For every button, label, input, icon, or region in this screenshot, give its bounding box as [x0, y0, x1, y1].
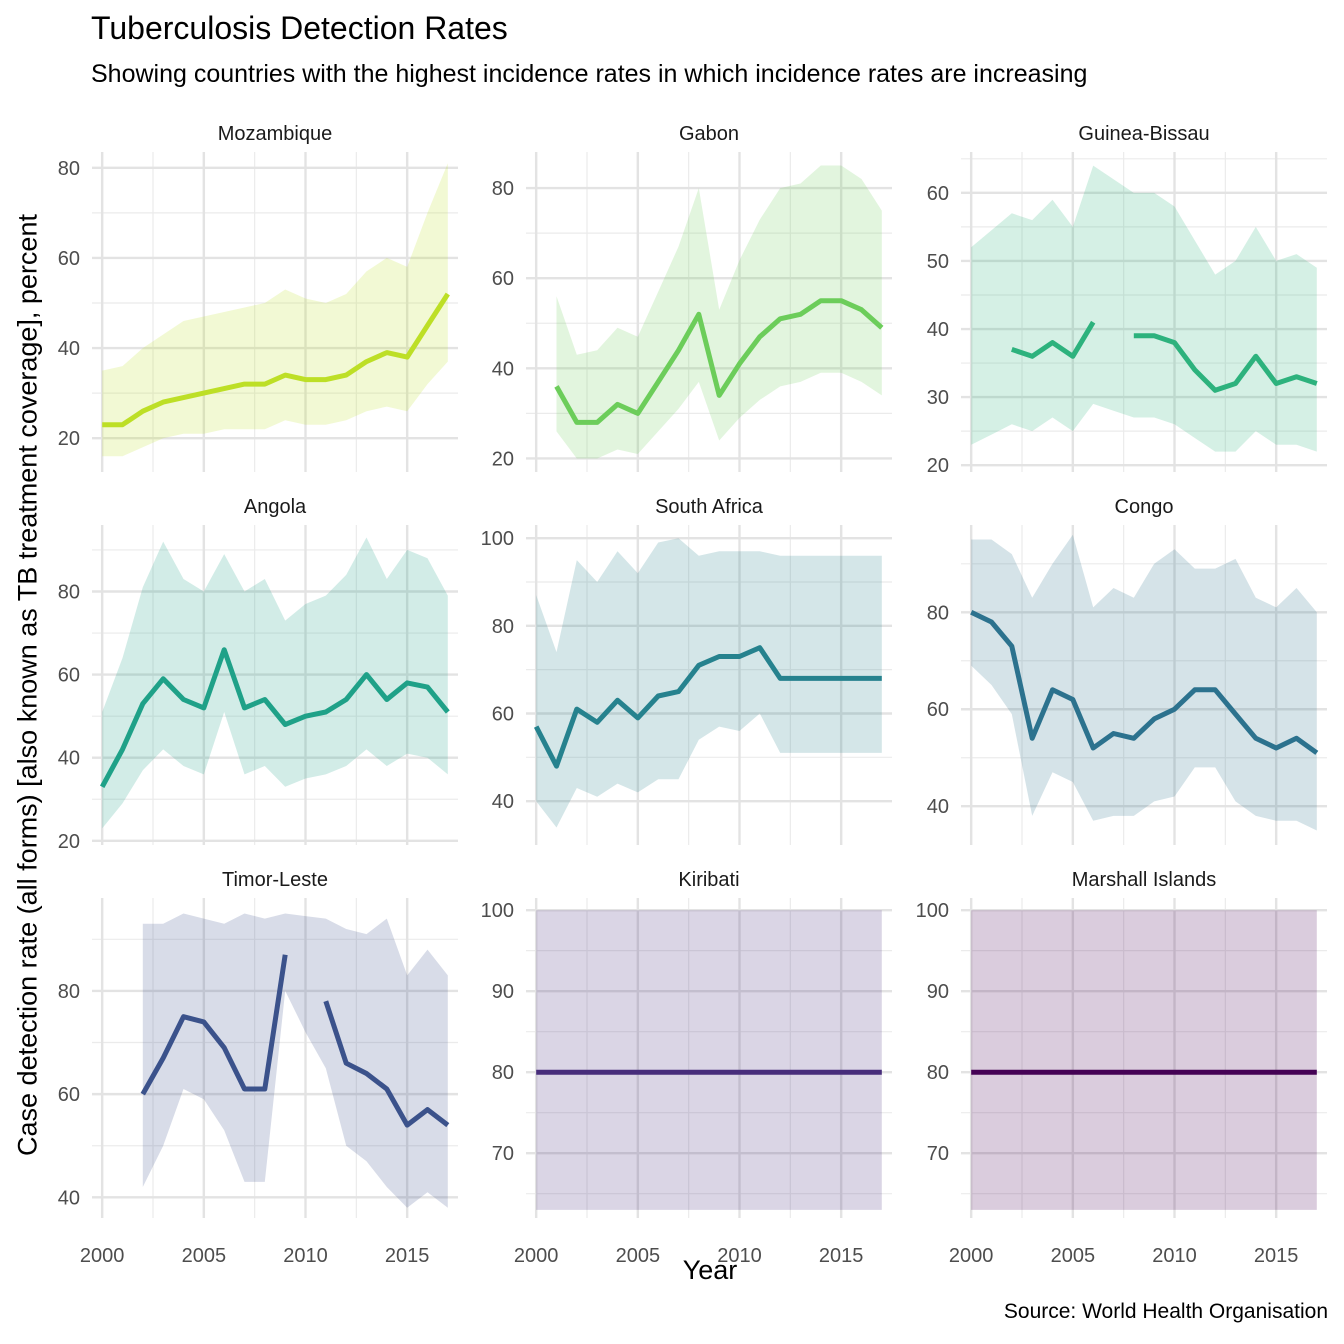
facet-strip-label: South Africa	[655, 496, 764, 518]
y-tick-label: 40	[927, 796, 949, 818]
series-line	[533, 645, 882, 769]
y-tick-label: 80	[492, 1062, 514, 1084]
y-tick-label: 80	[58, 981, 80, 1003]
y-tick-label: 30	[927, 387, 949, 409]
facet-panel: Gabon 20 40 60 80	[492, 123, 892, 472]
source-caption: Source: World Health Organisation	[1003, 1300, 1328, 1323]
facet-panel: Mozambique 20 40 60 80	[58, 123, 458, 472]
confidence-ribbon	[102, 537, 448, 829]
facet-panel: Timor-Leste 40 60 80 2000 2005 2010 2015	[58, 869, 458, 1267]
y-tick-label: 20	[58, 831, 80, 853]
x-axis-label: Year	[682, 1255, 738, 1285]
y-tick-label: 60	[927, 183, 949, 205]
y-tick-label: 70	[927, 1143, 949, 1165]
facet-strip-label: Gabon	[679, 123, 739, 145]
chart-title: Tuberculosis Detection Rates	[91, 10, 508, 46]
facet-strip-label: Congo	[1115, 496, 1174, 518]
y-tick-label: 80	[927, 1062, 949, 1084]
y-tick-label: 40	[492, 791, 514, 813]
facet-panel: South Africa 40 60 80 100	[481, 496, 892, 845]
facet-panel: Marshall Islands 70 80 90 100 2000 2005 2010 201…	[916, 869, 1327, 1267]
y-tick-label: 60	[492, 268, 514, 290]
y-tick-label: 60	[58, 1084, 80, 1106]
x-tick-label: 2000	[80, 1245, 125, 1267]
y-tick-label: 60	[58, 248, 80, 270]
confidence-ribbon	[971, 534, 1317, 831]
x-tick-label: 2015	[819, 1245, 864, 1267]
y-tick-label: 70	[492, 1143, 514, 1165]
facet-panel: Angola 20 40 60 80	[58, 496, 458, 853]
y-tick-label: 50	[927, 251, 949, 273]
y-tick-label: 80	[58, 581, 80, 603]
y-tick-label: 80	[492, 178, 514, 200]
y-tick-label: 20	[927, 455, 949, 477]
series-line	[554, 298, 884, 425]
x-tick-label: 2010	[717, 1245, 762, 1267]
y-tick-label: 40	[58, 338, 80, 360]
x-tick-label: 2000	[949, 1245, 994, 1267]
y-tick-label: 20	[58, 428, 80, 450]
facet-strip-label: Guinea-Bissau	[1078, 123, 1209, 145]
y-tick-label: 60	[492, 703, 514, 725]
facet-strip-label: Kiribati	[678, 869, 739, 891]
y-tick-label: 100	[916, 900, 949, 922]
y-tick-label: 90	[927, 981, 949, 1003]
x-tick-label: 2005	[1051, 1245, 1096, 1267]
series-line	[102, 292, 450, 428]
chart-subtitle: Showing countries with the highest incid…	[91, 60, 1088, 88]
y-tick-label: 40	[58, 1187, 80, 1209]
confidence-ribbon	[971, 910, 1317, 1210]
y-tick-label: 100	[481, 528, 514, 550]
confidence-ribbon	[556, 165, 882, 459]
facet-strip-label: Mozambique	[218, 123, 333, 145]
y-tick-label: 20	[492, 448, 514, 470]
series-line	[140, 954, 450, 1128]
facet-strip-label: Timor-Leste	[222, 869, 328, 891]
confidence-ribbon	[536, 538, 882, 828]
confidence-ribbon	[536, 910, 882, 1210]
series-line	[970, 610, 1319, 755]
y-tick-label: 100	[481, 900, 514, 922]
x-tick-label: 2005	[182, 1245, 227, 1267]
x-tick-label: 2005	[616, 1245, 661, 1267]
x-tick-label: 2015	[385, 1245, 430, 1267]
y-tick-label: 60	[58, 665, 80, 687]
x-tick-label: 2010	[283, 1245, 328, 1267]
facet-panel: Kiribati 70 80 90 100 2000 2005 2010 2015	[481, 869, 892, 1267]
series-line	[1010, 320, 1318, 393]
y-tick-label: 60	[927, 699, 949, 721]
confidence-ribbon	[142, 913, 448, 1208]
y-tick-label: 80	[927, 602, 949, 624]
series-line	[100, 647, 450, 788]
facet-panel: Congo 40 60 80	[927, 496, 1327, 845]
y-tick-label: 80	[58, 158, 80, 180]
y-tick-label: 40	[58, 748, 80, 770]
y-tick-label: 40	[927, 319, 949, 341]
x-tick-label: 2010	[1152, 1245, 1197, 1267]
facet-strip-label: Marshall Islands	[1072, 869, 1217, 891]
facet-strip-label: Angola	[244, 496, 307, 518]
x-tick-label: 2015	[1254, 1245, 1299, 1267]
confidence-ribbon	[971, 165, 1317, 452]
facet-panel: Guinea-Bissau 20 30 40 50 60	[927, 123, 1327, 477]
y-tick-label: 90	[492, 981, 514, 1003]
confidence-ribbon	[102, 163, 448, 457]
y-tick-label: 40	[492, 358, 514, 380]
x-tick-label: 2000	[514, 1245, 559, 1267]
y-tick-label: 80	[492, 616, 514, 638]
